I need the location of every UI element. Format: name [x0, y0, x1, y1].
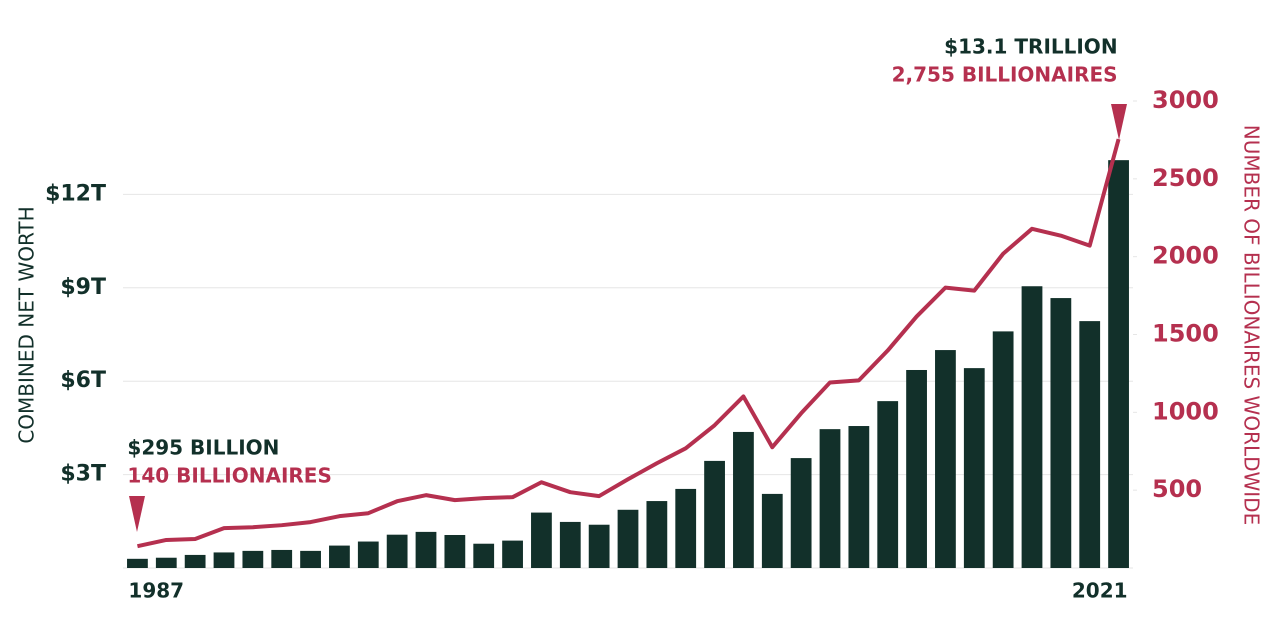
bar [386, 534, 408, 568]
bar [704, 460, 725, 568]
bar [761, 493, 783, 568]
y-tick-label: $12T [45, 181, 106, 206]
bar [242, 550, 264, 568]
bar [617, 509, 639, 568]
annotation: 2,755 BILLIONAIRES [892, 63, 1118, 87]
bar [213, 552, 235, 568]
annotation: 140 BILLIONAIRES [127, 464, 331, 488]
y2-tick-label: 2000 [1152, 242, 1219, 270]
y2-tick-label: 1000 [1152, 397, 1219, 425]
bar [588, 524, 610, 568]
y2-tick-label: 3000 [1152, 86, 1219, 114]
bar [155, 557, 177, 568]
annotation-arrow [129, 496, 145, 532]
y2-tick-label: 1500 [1152, 320, 1219, 348]
y-tick-label: $3T [60, 462, 106, 487]
bar [935, 350, 956, 568]
bar [1050, 298, 1072, 568]
bar [733, 431, 754, 568]
y2-axis-title: NUMBER OF BILLIONAIRES WORLDWIDE [1240, 125, 1264, 525]
bar [502, 540, 523, 568]
bar [848, 426, 870, 568]
bar [1021, 286, 1043, 568]
x-tick-label: 1987 [128, 579, 184, 603]
y-tick-label: $6T [60, 368, 106, 393]
bar [415, 531, 437, 568]
bar [1079, 321, 1101, 568]
bar [357, 541, 379, 568]
bar [1108, 160, 1129, 569]
annotation: $295 BILLION [127, 436, 279, 460]
y2-tick-label: 500 [1152, 475, 1202, 503]
y-axis-title: COMBINED NET WORTH [15, 206, 39, 443]
bar [877, 401, 899, 568]
bar [559, 521, 581, 568]
bar [127, 558, 148, 568]
bar [819, 429, 841, 568]
line [137, 138, 1121, 549]
bar [271, 549, 293, 568]
bar [329, 545, 350, 568]
x-tick-label: 2021 [1072, 579, 1128, 603]
bar [790, 458, 812, 568]
bar [675, 488, 697, 568]
y2-tick-label: 2500 [1152, 164, 1219, 192]
bar [963, 368, 985, 568]
bar [531, 512, 552, 568]
y-tick-label: $9T [60, 275, 106, 300]
annotation-arrow [1111, 104, 1127, 140]
bar [444, 534, 466, 568]
bar [473, 543, 495, 568]
bar [646, 501, 668, 568]
bar [300, 550, 321, 568]
annotation: $13.1 TRILLION [944, 35, 1117, 59]
bar [992, 331, 1014, 568]
bar [184, 554, 206, 568]
bar [906, 369, 927, 568]
